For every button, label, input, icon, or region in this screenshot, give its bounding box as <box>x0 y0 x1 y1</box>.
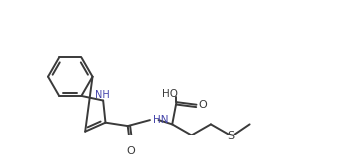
Text: HN: HN <box>152 115 168 125</box>
Text: O: O <box>127 146 136 156</box>
Text: O: O <box>198 100 207 110</box>
Text: NH: NH <box>95 90 110 100</box>
Text: HO: HO <box>162 89 178 99</box>
Text: S: S <box>227 131 235 141</box>
